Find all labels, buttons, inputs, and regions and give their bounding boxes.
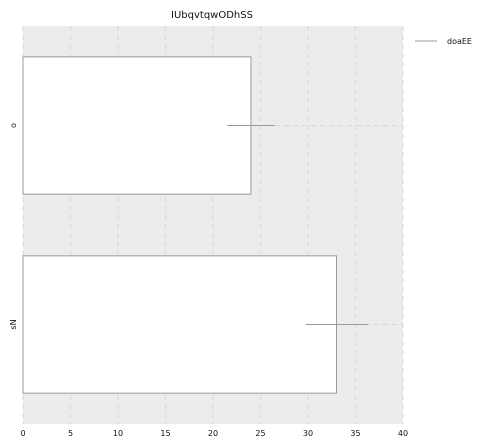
x-tick-label: 20 bbox=[208, 429, 218, 438]
x-tick-label: 15 bbox=[160, 429, 170, 438]
bars bbox=[22, 56, 337, 394]
x-tick-label: 40 bbox=[398, 429, 408, 438]
bar-o bbox=[22, 56, 252, 195]
x-tick-label: 35 bbox=[350, 429, 360, 438]
x-tick-label: 25 bbox=[255, 429, 265, 438]
x-tick-label: 5 bbox=[68, 429, 73, 438]
x-tick-label: 0 bbox=[20, 429, 25, 438]
bar-sN bbox=[22, 255, 337, 394]
x-tick-label: 30 bbox=[303, 429, 313, 438]
x-tick-label: 10 bbox=[113, 429, 123, 438]
y-tick-label: o bbox=[9, 123, 18, 128]
error-bars bbox=[227, 125, 368, 325]
y-tick-label: sN bbox=[9, 319, 18, 329]
x-axis-ticks: 0 5 10 15 20 25 30 35 40 bbox=[20, 429, 408, 438]
legend: doaEE bbox=[415, 37, 472, 46]
y-axis-ticks: o sN bbox=[9, 123, 18, 330]
legend-label-doaEE: doaEE bbox=[447, 37, 472, 46]
chart-title: IUbqvtqwODhSS bbox=[171, 10, 253, 21]
